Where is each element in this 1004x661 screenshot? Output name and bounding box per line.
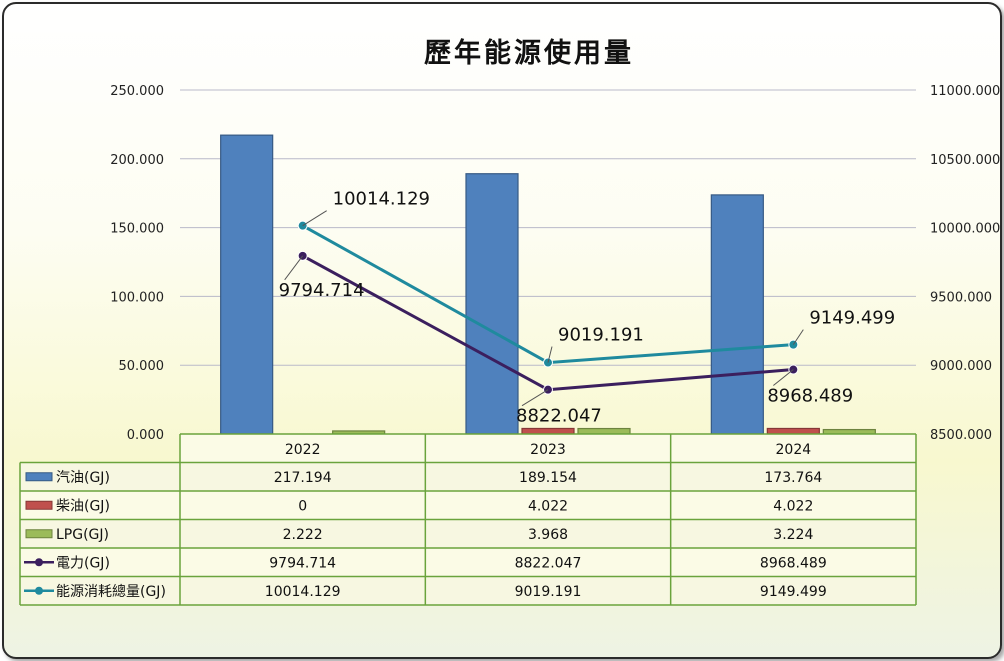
chart-title: 歷年能源使用量 [424, 37, 634, 69]
table-row-bg [180, 434, 916, 463]
legend-key-柴油 [25, 500, 53, 510]
table-header-category: 2023 [530, 442, 566, 458]
bar-汽油 [710, 194, 764, 435]
table-cell-value: 4.022 [528, 498, 568, 514]
data-label-leader [773, 369, 794, 386]
right-axis-tick-label: 11000.000 [930, 84, 1000, 99]
legend-key-lpg [25, 529, 53, 539]
right-axis-tick-label: 10000.000 [930, 222, 1000, 237]
bar-汽油 [465, 173, 519, 435]
data-label: 9794.714 [279, 280, 365, 301]
data-label: 9149.499 [809, 308, 895, 329]
data-label-leader [302, 210, 327, 227]
table-row-bg [20, 548, 916, 577]
table-cell-value: 10014.129 [265, 584, 341, 600]
table-row-bg [20, 519, 916, 548]
data-label-leader [521, 389, 549, 407]
table-row-bg [20, 491, 916, 520]
table-cell-value: 0 [298, 498, 307, 514]
table-cell-value: 217.194 [274, 470, 332, 486]
left-axis-tick-label: 250.000 [110, 84, 164, 99]
right-axis-tick-label: 10500.000 [930, 153, 1000, 168]
right-axis-tick-label: 8500.000 [930, 428, 992, 443]
table-header-category: 2024 [776, 442, 812, 458]
bar-汽油 [220, 134, 274, 435]
table-cell-value: 9019.191 [515, 584, 582, 600]
data-label-leader [284, 255, 304, 281]
table-series-name: LPG(GJ) [56, 527, 109, 543]
table-cell-value: 9794.714 [269, 555, 336, 571]
bar-lpg [577, 427, 631, 435]
left-axis-tick-label: 0.000 [127, 428, 164, 443]
left-axis-tick-label: 200.000 [110, 153, 164, 168]
table-series-name: 柴油(GJ) [56, 498, 110, 514]
data-label-leader [547, 346, 553, 363]
table-cell-value: 9149.499 [760, 584, 827, 600]
bar-柴油 [521, 427, 575, 435]
table-cell-value: 8822.047 [515, 555, 582, 571]
right-axis-tick-label: 9000.000 [930, 359, 992, 374]
data-label: 10014.129 [333, 189, 430, 210]
bar-柴油 [766, 427, 820, 435]
legend-key-汽油 [25, 472, 53, 482]
right-axis-tick-label: 9500.000 [930, 290, 992, 305]
table-cell-value: 173.764 [764, 470, 822, 486]
left-axis-tick-label: 100.000 [110, 290, 164, 305]
table-cell-value: 8968.489 [760, 555, 827, 571]
left-axis-tick-label: 150.000 [110, 222, 164, 237]
legend-key-marker [35, 586, 43, 595]
table-row-bg [20, 576, 916, 605]
table-header-category: 2022 [285, 442, 321, 458]
left-axis-tick-label: 50.000 [119, 359, 165, 374]
legend-key-marker [35, 558, 43, 567]
data-label: 8822.047 [516, 406, 602, 427]
table-series-name: 能源消耗總量(GJ) [56, 583, 166, 600]
energy-usage-chart: 歷年能源使用量 0.000 50.000 100.000 150.000 200.000… [19, 37, 1000, 606]
table-cell-value: 2.222 [283, 527, 323, 543]
table-row-bg [20, 462, 916, 491]
data-label: 8968.489 [767, 386, 853, 407]
table-cell-value: 3.968 [528, 527, 568, 543]
table-series-name: 電力(GJ) [56, 555, 110, 571]
table-cell-value: 189.154 [519, 470, 577, 486]
data-label-leader [792, 329, 804, 345]
table-cell-value: 3.224 [773, 527, 813, 543]
table-cell-value: 4.022 [773, 498, 813, 514]
table-series-name: 汽油(GJ) [56, 470, 110, 486]
data-label: 9019.191 [558, 325, 644, 346]
